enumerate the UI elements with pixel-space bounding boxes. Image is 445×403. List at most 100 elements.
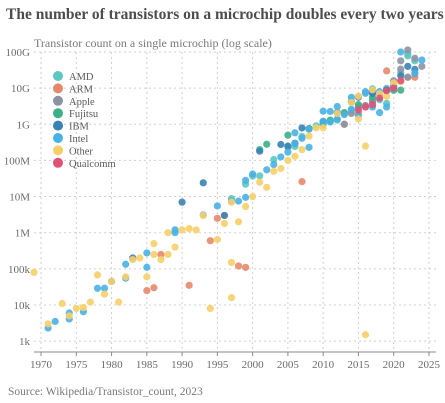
data-point [341, 111, 348, 118]
data-point [150, 240, 157, 247]
data-point [200, 179, 207, 186]
data-point [73, 305, 80, 312]
data-point [411, 55, 418, 62]
data-point [235, 218, 242, 225]
x-tick-label: 2000 [242, 359, 265, 371]
data-point [298, 178, 305, 185]
x-tick-label: 2005 [277, 359, 300, 371]
x-tick-label: 1975 [65, 359, 88, 371]
y-tick-label: 100G [6, 47, 31, 59]
data-point [418, 63, 425, 70]
y-tick-label: 10M [9, 192, 30, 204]
data-point [284, 149, 291, 156]
data-point [263, 141, 270, 148]
data-point [291, 153, 298, 160]
legend-swatch [53, 108, 63, 118]
data-point [256, 172, 263, 179]
data-point [101, 291, 108, 298]
source-note: Source: Wikipedia/Transistor_count, 2023 [8, 386, 203, 398]
data-point [164, 251, 171, 258]
data-point [383, 67, 390, 74]
data-point [369, 86, 376, 93]
y-tick-label: 10G [11, 83, 30, 95]
data-point [355, 106, 362, 113]
data-point [305, 133, 312, 140]
data-point [355, 115, 362, 122]
data-point [186, 282, 193, 289]
legend-label: Intel [69, 134, 88, 145]
data-point [59, 300, 66, 307]
data-point [249, 193, 256, 200]
data-point [157, 256, 164, 263]
data-point [235, 262, 242, 269]
legend-swatch [53, 158, 63, 168]
data-point [136, 254, 143, 261]
data-point [341, 121, 348, 128]
legend-swatch [53, 71, 63, 81]
y-tick-label: 100k [8, 264, 31, 276]
data-point [242, 194, 249, 201]
data-point [221, 220, 228, 227]
data-point [143, 273, 150, 280]
x-tick-label: 1995 [206, 359, 229, 371]
legend-label: AMD [69, 72, 94, 83]
data-point [143, 249, 150, 256]
data-point [207, 305, 214, 312]
data-point [80, 304, 87, 311]
data-point [87, 299, 94, 306]
data-point [334, 103, 341, 110]
data-point [362, 88, 369, 95]
data-point [277, 153, 284, 160]
data-point [383, 87, 390, 94]
data-point [298, 124, 305, 131]
data-point [221, 212, 228, 219]
data-point [397, 48, 404, 55]
data-point [193, 226, 200, 233]
data-point [263, 184, 270, 191]
data-point [284, 132, 291, 139]
data-point [207, 237, 214, 244]
data-point [327, 118, 334, 125]
data-point [228, 294, 235, 301]
legend-label: Fujitsu [69, 109, 99, 120]
data-point [397, 57, 404, 64]
legend-swatch [53, 96, 63, 106]
y-tick-label: 10k [14, 300, 31, 312]
data-point [369, 101, 376, 108]
data-point [390, 85, 397, 92]
data-point [284, 157, 291, 164]
x-tick-label: 2010 [312, 359, 335, 371]
data-point [256, 148, 263, 155]
y-tick-label: 1G [17, 119, 31, 131]
data-point [115, 299, 122, 306]
x-tick-label: 2020 [383, 359, 406, 371]
data-point [186, 225, 193, 232]
x-tick-label: 2015 [347, 359, 370, 371]
data-point [164, 229, 171, 236]
data-point [327, 108, 334, 115]
data-point [150, 251, 157, 258]
data-point [362, 331, 369, 338]
data-point [298, 135, 305, 142]
data-point [348, 106, 355, 113]
data-point [362, 103, 369, 110]
data-point [242, 203, 249, 210]
data-point [404, 46, 411, 53]
legend-label: IBM [69, 122, 90, 133]
data-point [320, 124, 327, 131]
data-point [362, 142, 369, 149]
data-point [122, 261, 129, 268]
data-point [52, 318, 59, 325]
x-tick-label: 1990 [171, 359, 194, 371]
legend-label: Other [69, 146, 93, 157]
data-point [383, 103, 390, 110]
data-point [397, 87, 404, 94]
data-point [143, 264, 150, 271]
data-point [94, 271, 101, 278]
data-point [256, 179, 263, 186]
data-point [397, 65, 404, 72]
data-point [376, 109, 383, 116]
x-tick-label: 2025 [418, 359, 441, 371]
data-point [411, 70, 418, 77]
